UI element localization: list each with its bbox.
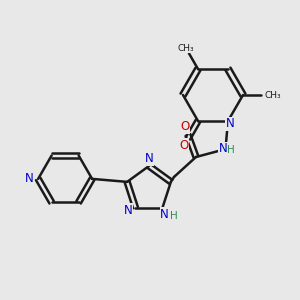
Text: N: N xyxy=(25,172,34,185)
Text: N: N xyxy=(124,204,133,217)
Text: H: H xyxy=(227,145,235,155)
Text: N: N xyxy=(219,142,227,155)
Text: CH₃: CH₃ xyxy=(178,44,194,53)
Text: O: O xyxy=(180,121,190,134)
Text: H: H xyxy=(169,211,177,220)
Text: O: O xyxy=(179,139,189,152)
Text: N: N xyxy=(226,118,234,130)
Text: N: N xyxy=(145,152,153,166)
Text: N: N xyxy=(160,208,169,221)
Text: CH₃: CH₃ xyxy=(265,91,281,100)
